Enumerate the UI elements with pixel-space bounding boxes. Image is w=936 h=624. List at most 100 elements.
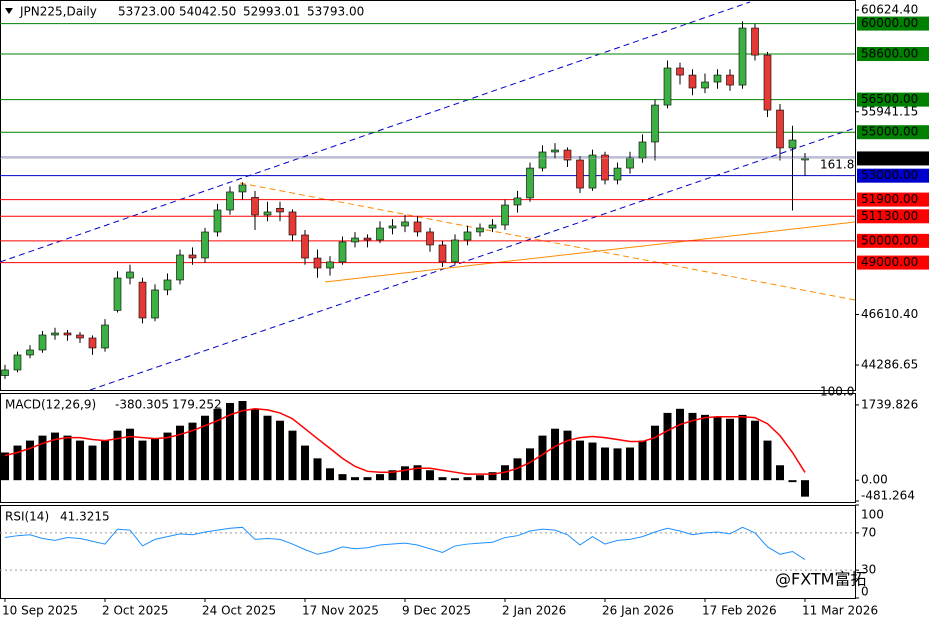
candle-body bbox=[526, 167, 534, 199]
level-label-box bbox=[857, 92, 929, 107]
level-label: 60000.00 bbox=[861, 16, 918, 30]
x-tick-label: 2 Oct 2025 bbox=[102, 604, 169, 618]
watermark: @FXTM富拓 bbox=[775, 570, 866, 589]
macd-bar bbox=[263, 415, 272, 481]
macd-bar bbox=[751, 420, 759, 481]
macd-bar bbox=[388, 470, 397, 481]
macd-bar bbox=[363, 477, 372, 481]
candle-body bbox=[501, 204, 509, 226]
y-tick-label: 46610.40 bbox=[861, 307, 918, 321]
level-label-box bbox=[857, 192, 929, 207]
macd-bar bbox=[313, 458, 322, 481]
macd-value: -380.305 bbox=[115, 398, 169, 412]
macd-bar bbox=[301, 445, 309, 481]
channel-line bbox=[0, 1, 751, 263]
candle-body bbox=[738, 27, 747, 86]
candle-body bbox=[238, 184, 247, 193]
main-panel bbox=[0, 0, 856, 391]
candle-body bbox=[213, 209, 222, 233]
y-tick-label: 44286.65 bbox=[861, 357, 918, 371]
candle-body bbox=[726, 74, 734, 86]
x-tick-label: 17 Feb 2026 bbox=[702, 604, 777, 618]
candle-body bbox=[788, 139, 797, 149]
macd-bar bbox=[138, 440, 147, 481]
candle-body bbox=[476, 227, 484, 233]
candle-body bbox=[363, 237, 372, 241]
candle-body bbox=[751, 27, 759, 56]
level-label: 53000.00 bbox=[861, 168, 918, 182]
candle-body bbox=[376, 227, 384, 241]
macd-bar bbox=[463, 477, 472, 481]
candle-body bbox=[188, 254, 197, 259]
macd-bar bbox=[738, 414, 747, 481]
candle-body bbox=[438, 244, 447, 263]
level-label-box bbox=[857, 255, 929, 270]
candle-body bbox=[13, 354, 22, 371]
macd-bar bbox=[638, 440, 647, 481]
trend-line bbox=[239, 182, 856, 301]
macd-bar bbox=[763, 440, 772, 481]
last-price-label: 53793.00 bbox=[861, 151, 918, 165]
macd-bar bbox=[526, 448, 534, 481]
macd-bar bbox=[176, 425, 184, 481]
candle-body bbox=[1, 369, 9, 376]
candle-body bbox=[226, 191, 234, 211]
macd-bar bbox=[401, 466, 409, 481]
last-price-box bbox=[857, 151, 929, 166]
macd-bar bbox=[126, 428, 134, 481]
level-label-box bbox=[857, 16, 929, 31]
macd-bar bbox=[563, 430, 572, 481]
macd-bar bbox=[476, 475, 484, 481]
y-tick-label: 0.00 bbox=[861, 473, 888, 487]
candle-body bbox=[688, 74, 697, 89]
macd-bar bbox=[1, 452, 9, 481]
level-label-box bbox=[857, 168, 929, 183]
candle-body bbox=[401, 221, 409, 227]
macd-bar bbox=[713, 416, 722, 481]
rsi-line bbox=[4, 526, 806, 560]
candle-body bbox=[588, 154, 597, 189]
macd-bar bbox=[151, 438, 159, 481]
macd-bar bbox=[688, 412, 697, 481]
macd-bar bbox=[438, 477, 447, 481]
candle-body bbox=[63, 332, 72, 336]
macd-bar bbox=[26, 440, 34, 481]
candle-body bbox=[713, 74, 722, 83]
candle-body bbox=[563, 149, 572, 161]
candle-body bbox=[676, 67, 684, 76]
macd-bar bbox=[651, 425, 659, 481]
candle-body bbox=[288, 211, 297, 236]
macd-bar bbox=[201, 415, 209, 481]
macd-bar bbox=[451, 478, 459, 481]
macd-bar bbox=[213, 408, 222, 481]
macd-bar bbox=[288, 430, 297, 481]
candle-body bbox=[551, 149, 559, 153]
macd-bar bbox=[538, 435, 547, 481]
candle-body bbox=[251, 197, 259, 216]
x-tick-label: 10 Sep 2025 bbox=[2, 604, 78, 618]
ohlc-label: 53723.00 bbox=[118, 5, 175, 19]
macd-bar bbox=[626, 447, 634, 481]
candle-body bbox=[201, 231, 209, 259]
fib-label: 100.0 bbox=[820, 385, 854, 399]
candle-body bbox=[388, 225, 397, 229]
macd-bar bbox=[101, 440, 109, 481]
candle-body bbox=[451, 239, 459, 263]
menu-arrow bbox=[5, 8, 13, 14]
macd-bar bbox=[676, 408, 684, 481]
y-tick-label: 1739.826 bbox=[861, 397, 918, 411]
candle-body bbox=[626, 157, 634, 169]
signal-line bbox=[4, 408, 806, 475]
candle-body bbox=[488, 224, 497, 229]
candle-body bbox=[538, 151, 547, 169]
candle-body bbox=[301, 234, 309, 259]
macd-bar bbox=[338, 474, 347, 481]
rsi-value: 41.3215 bbox=[60, 510, 110, 524]
y-tick-label: 30 bbox=[861, 563, 876, 577]
macd-bar bbox=[226, 402, 234, 481]
level-label: 51900.00 bbox=[861, 192, 918, 206]
macd-bar bbox=[188, 422, 197, 481]
x-tick-label: 26 Jan 2026 bbox=[602, 604, 674, 618]
level-label: 56500.00 bbox=[861, 92, 918, 106]
macd-bar bbox=[113, 430, 122, 481]
